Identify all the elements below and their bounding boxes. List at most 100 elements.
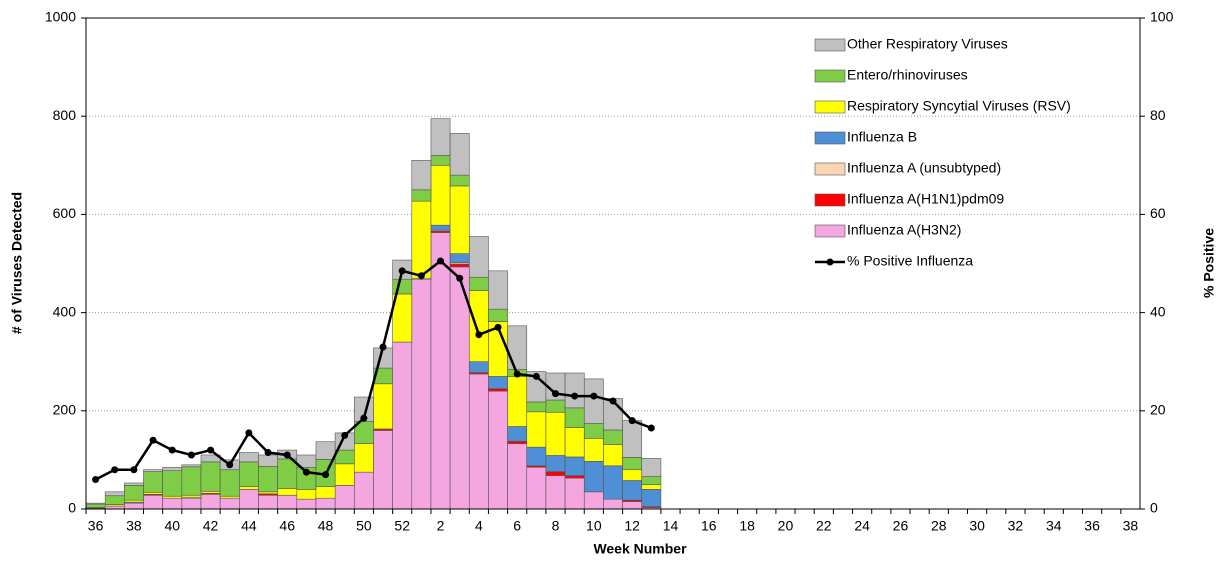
legend-label: Other Respiratory Viruses — [847, 36, 1008, 52]
x-tick-label: 8 — [552, 518, 560, 534]
bar-segment — [488, 308, 508, 322]
bar-segment — [239, 452, 259, 463]
x-tick-label: 40 — [164, 518, 180, 534]
x-tick-label: 16 — [701, 518, 717, 534]
legend-label: Influenza A (unsubtyped) — [847, 160, 1001, 176]
legend-swatch — [814, 69, 846, 83]
x-tick-label: 10 — [586, 518, 602, 534]
bar-segment — [277, 494, 298, 510]
bar-segment — [545, 455, 566, 472]
bar-segment — [526, 466, 547, 510]
line-marker — [571, 392, 579, 400]
bar-segment — [468, 373, 489, 510]
bar-segment — [583, 491, 604, 510]
bar-segment — [564, 456, 585, 476]
bar-segment — [507, 376, 528, 427]
line-marker — [111, 466, 119, 474]
y2-tick-label: 0 — [1150, 500, 1158, 516]
bar-segment — [507, 325, 528, 370]
bar-segment — [181, 497, 202, 510]
bar-segment — [392, 278, 413, 295]
x-tick-label: 2 — [437, 518, 445, 534]
bar-segment — [545, 475, 566, 510]
legend-swatch — [814, 193, 846, 207]
bar-segment — [507, 443, 528, 510]
bar-segment — [622, 457, 643, 471]
plot-frame — [85, 17, 1141, 510]
bar-segment — [526, 401, 547, 413]
x-tick-label: 52 — [394, 518, 410, 534]
bar-segment — [468, 361, 489, 373]
bar-segment — [526, 411, 547, 448]
line-marker — [398, 267, 406, 275]
line-marker — [494, 323, 502, 331]
bar-segment — [239, 461, 259, 487]
bar-segment — [296, 489, 317, 500]
bar-segment — [200, 493, 221, 510]
x-tick-label: 18 — [739, 518, 755, 534]
bar-segment — [104, 491, 125, 497]
line-marker — [226, 461, 234, 469]
bar-segment — [622, 501, 643, 510]
x-tick-label: 46 — [279, 518, 295, 534]
bar-segment — [545, 399, 566, 413]
bar-segment — [143, 469, 163, 472]
legend-label: Influenza A(H3N2) — [847, 222, 961, 238]
y-tick-label: 1000 — [45, 9, 76, 25]
line-marker — [322, 471, 330, 479]
x-tick-label: 38 — [126, 518, 142, 534]
y-tick-label: 0 — [68, 500, 76, 516]
bar-segment — [181, 464, 202, 468]
x-tick-label: 20 — [778, 518, 794, 534]
bar-segment — [124, 502, 144, 510]
line-marker — [437, 257, 445, 265]
y2-tick-label: 80 — [1150, 107, 1166, 123]
bar-segment — [219, 469, 240, 497]
bar-segment — [545, 471, 566, 476]
bar-segment — [449, 253, 470, 263]
bar-segment — [334, 485, 355, 510]
x-tick-label: 12 — [624, 518, 640, 534]
bar-segment — [200, 461, 221, 492]
bar-segment — [641, 484, 662, 490]
bar-segment — [641, 489, 662, 507]
bar-segment — [603, 444, 623, 467]
bar-segment — [258, 454, 278, 467]
bar-segment — [124, 482, 144, 486]
bar-segment — [258, 494, 278, 510]
x-tick-label: 24 — [854, 518, 870, 534]
x-tick-label: 34 — [1046, 518, 1062, 534]
bar-segment — [296, 498, 317, 510]
bar-segment — [430, 165, 451, 226]
bar-segment — [507, 426, 528, 442]
bar-segment — [468, 236, 489, 278]
bar-segment — [162, 466, 183, 472]
bar-segment — [124, 485, 144, 501]
line-marker — [360, 414, 368, 422]
line-marker — [341, 431, 349, 439]
bar-segment — [641, 458, 662, 477]
y-tick-label: 600 — [53, 205, 77, 221]
legend-swatch — [814, 38, 846, 52]
bar-segment — [239, 486, 259, 490]
y-tick-label: 200 — [53, 402, 77, 418]
bar-segment — [277, 488, 298, 496]
bar-segment — [449, 185, 470, 254]
x-tick-label: 38 — [1123, 518, 1139, 534]
bar-segment — [583, 461, 604, 493]
line-marker — [590, 392, 598, 400]
bar-segment — [603, 429, 623, 445]
legend-swatch — [814, 100, 846, 114]
x-tick-label: 32 — [1008, 518, 1024, 534]
bar-segment — [583, 437, 604, 462]
bar-segment — [430, 118, 451, 156]
bar-segment — [564, 407, 585, 428]
legend-swatch — [814, 131, 846, 145]
bar-segment — [162, 497, 183, 510]
x-tick-label: 36 — [1084, 518, 1100, 534]
x-tick-label: 28 — [931, 518, 947, 534]
bar-segment — [239, 489, 259, 510]
x-tick-label: 42 — [203, 518, 219, 534]
y2-axis-title: % Positive — [1201, 228, 1217, 298]
